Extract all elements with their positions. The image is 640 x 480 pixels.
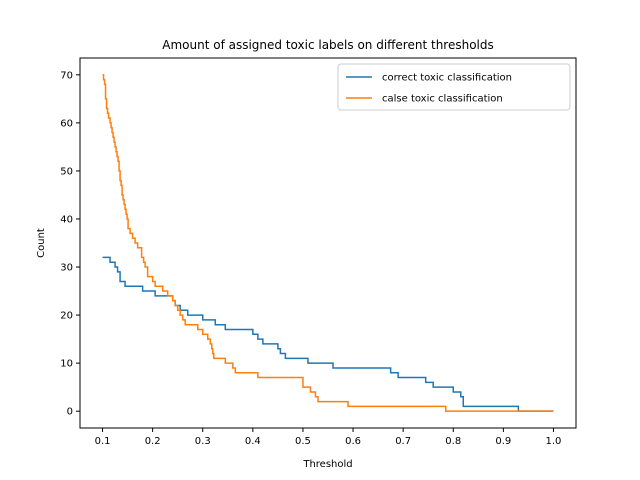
y-tick-label: 10 — [60, 359, 73, 370]
y-tick-label: 40 — [60, 214, 73, 225]
y-tick-label: 70 — [60, 70, 73, 81]
x-tick-label: 0.2 — [145, 436, 161, 447]
legend: correct toxic classification calse toxic … — [337, 63, 571, 111]
legend-label: calse toxic classification — [382, 94, 503, 105]
x-tick-label: 0.5 — [295, 436, 311, 447]
x-axis-label: Threshold — [302, 459, 352, 470]
y-tick-label: 0 — [67, 407, 73, 418]
axes-frame — [79, 57, 577, 429]
y-axis-label: Count — [36, 228, 47, 258]
chart-title: Amount of assigned toxic labels on diffe… — [162, 38, 494, 52]
x-tick-label: 0.4 — [245, 436, 261, 447]
series-line-0 — [102, 256, 554, 412]
series-lines — [102, 74, 554, 412]
x-tick-label: 0.9 — [495, 436, 511, 447]
y-tick-label: 20 — [60, 311, 73, 322]
legend-box — [337, 63, 571, 111]
y-axis: 0 10 20 30 40 50 60 70 — [60, 70, 80, 418]
series-line-1 — [102, 74, 554, 412]
y-tick-label: 50 — [60, 166, 73, 177]
x-tick-label: 0.7 — [395, 436, 411, 447]
x-tick-label: 0.3 — [195, 436, 211, 447]
x-tick-label: 0.1 — [95, 436, 111, 447]
legend-label: correct toxic classification — [382, 73, 512, 84]
x-tick-label: 0.6 — [345, 436, 361, 447]
x-tick-label: 0.8 — [445, 436, 461, 447]
x-tick-label: 1.0 — [546, 436, 562, 447]
y-tick-label: 30 — [60, 263, 73, 274]
y-tick-label: 60 — [60, 118, 73, 129]
x-axis: 0.1 0.2 0.3 0.4 0.5 0.6 0.7 0.8 0.9 1.0 — [95, 428, 562, 447]
